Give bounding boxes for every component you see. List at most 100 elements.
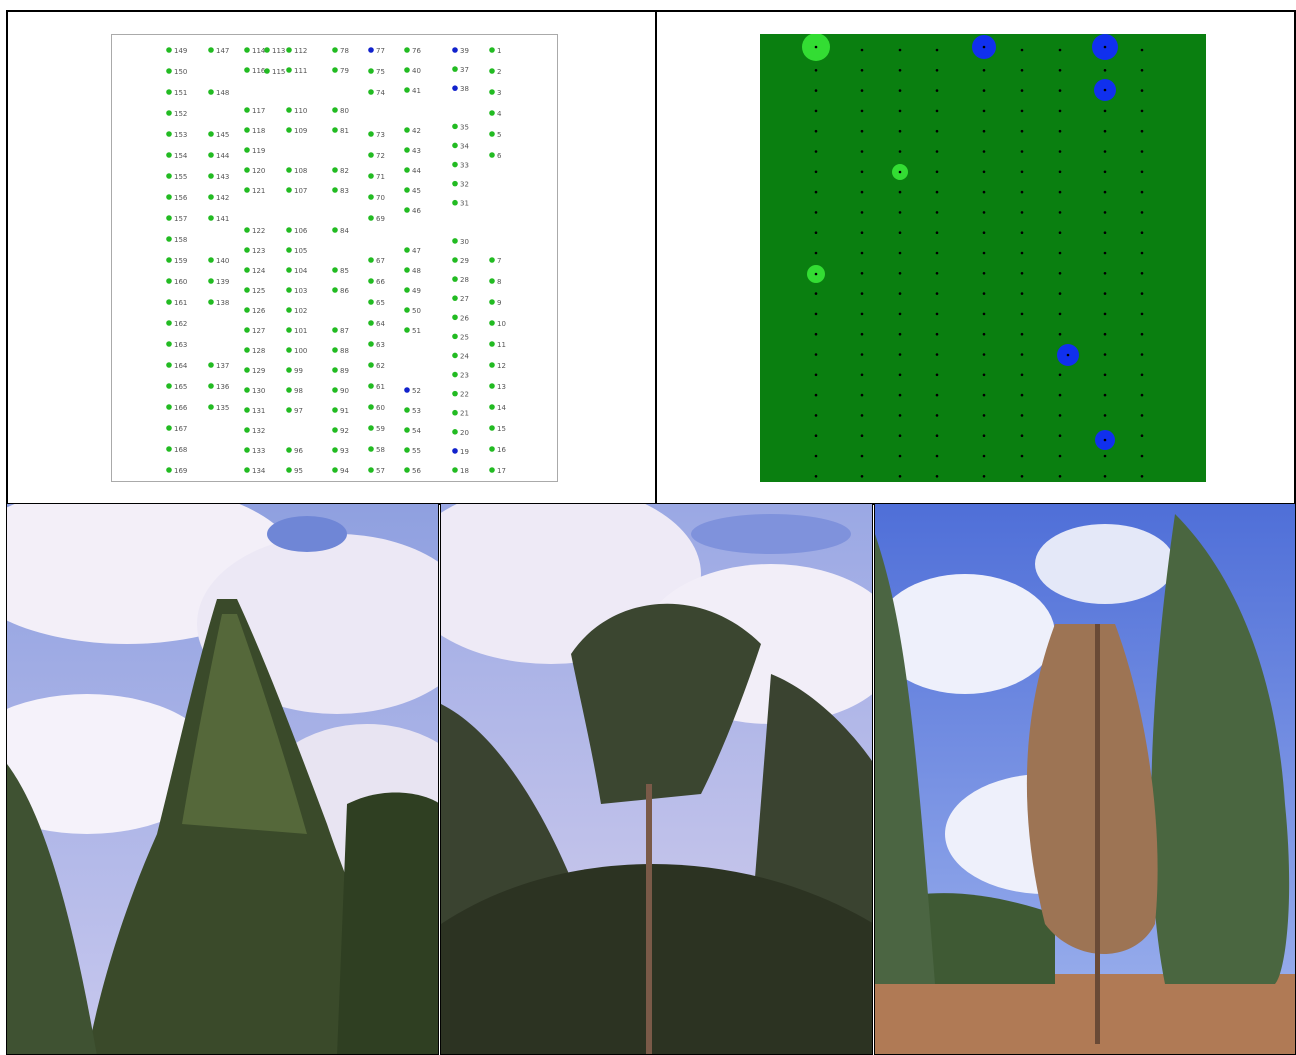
grid-dot xyxy=(1103,170,1107,174)
tree-dot xyxy=(368,341,374,347)
grid-dot xyxy=(898,373,902,377)
tree-dot xyxy=(452,371,458,378)
grid-dot xyxy=(982,231,986,234)
grid-dot xyxy=(898,190,902,194)
tree-label: 40 xyxy=(412,67,421,75)
tree-label: 145 xyxy=(216,131,229,139)
grid-dot xyxy=(982,475,986,478)
tree-label: 83 xyxy=(340,187,349,195)
grid-dot xyxy=(982,211,986,214)
grid-dot xyxy=(814,150,818,153)
tree-dot xyxy=(452,85,458,91)
tree-dot xyxy=(208,299,214,305)
grid-dot xyxy=(898,353,902,356)
grid-dot xyxy=(898,69,902,72)
tree-label: 152 xyxy=(174,110,187,118)
grid-dot xyxy=(1020,373,1024,377)
tree-dot xyxy=(404,267,410,273)
grid-dot xyxy=(1020,170,1024,174)
tree-dot xyxy=(166,299,172,305)
tree-label: 13 xyxy=(497,383,506,391)
grid-dot xyxy=(814,231,818,234)
tree-label: 116 xyxy=(252,67,266,75)
tree-label: 88 xyxy=(340,347,349,355)
grid-dot xyxy=(1020,89,1024,92)
tree-dot xyxy=(166,89,172,95)
tree-dot xyxy=(166,173,172,179)
tree-label: 74 xyxy=(376,89,385,97)
tree-dot xyxy=(208,383,214,389)
tree-label: 19 xyxy=(460,448,469,456)
grid-dot xyxy=(898,251,902,255)
grid-dot xyxy=(898,272,902,275)
tree-dot xyxy=(166,131,172,137)
tree-label: 49 xyxy=(412,287,421,295)
tree-label: 92 xyxy=(340,427,349,435)
tree-dot xyxy=(368,299,374,305)
grid-dot xyxy=(1140,332,1144,336)
grid-dot xyxy=(860,454,864,458)
tree-label: 122 xyxy=(252,227,265,235)
grid-dot xyxy=(860,434,864,438)
tree-label: 27 xyxy=(460,295,469,303)
grid-dot xyxy=(935,109,939,113)
grid-dot xyxy=(898,454,902,458)
grid-dot xyxy=(898,475,902,478)
tree-label: 72 xyxy=(376,152,385,160)
grid-dot xyxy=(1103,69,1107,72)
tree-label: 16 xyxy=(497,446,506,454)
tree-dot xyxy=(489,131,495,137)
grid-dot xyxy=(935,373,939,377)
tree-dot xyxy=(332,287,338,293)
tree-label: 137 xyxy=(216,362,229,370)
tree-dot xyxy=(332,387,338,393)
grid-dot xyxy=(1020,312,1024,316)
tree-dot xyxy=(244,427,250,433)
grid-dot xyxy=(860,475,864,478)
grid-dot xyxy=(982,332,986,336)
grid-dot xyxy=(814,332,818,336)
grid-dot xyxy=(935,292,939,295)
tree-label: 44 xyxy=(412,167,421,175)
grid-dot xyxy=(898,150,902,153)
tree-dot xyxy=(368,173,374,179)
grid-dot xyxy=(1058,272,1062,275)
tree-label: 150 xyxy=(174,68,187,76)
tree-dot xyxy=(368,152,374,158)
tree-label: 108 xyxy=(294,167,307,175)
tree-label: 139 xyxy=(216,278,229,286)
tree-dot xyxy=(286,287,292,293)
grid-dot xyxy=(935,312,939,316)
grid-dot xyxy=(1058,454,1062,458)
grid-dot xyxy=(935,475,939,478)
grid-dot xyxy=(982,373,986,377)
tree-dot xyxy=(404,447,410,453)
tree-label: 93 xyxy=(340,447,349,455)
grid-dot xyxy=(935,150,939,153)
tree-label: 60 xyxy=(376,404,385,412)
grid-dot xyxy=(860,272,864,275)
grid-dot xyxy=(1140,170,1144,174)
grid-dot xyxy=(898,414,902,417)
tree-label: 28 xyxy=(460,276,469,284)
tree-dot xyxy=(404,87,410,93)
tree-dot xyxy=(489,446,495,452)
tree-dot xyxy=(166,341,172,347)
tree-dot xyxy=(404,467,410,473)
tree-label: 163 xyxy=(174,341,187,349)
grid-dot xyxy=(1058,170,1062,174)
tree-dot xyxy=(368,194,374,200)
grid-dot xyxy=(1103,393,1107,397)
tree-label: 158 xyxy=(174,236,187,244)
tree-label: 155 xyxy=(174,173,187,181)
tree-label: 166 xyxy=(174,404,188,412)
grid-dot xyxy=(860,231,864,234)
tree-label: 32 xyxy=(460,181,469,189)
grid-dot xyxy=(1103,45,1107,49)
tree-dot xyxy=(244,147,250,153)
tree-label: 7 xyxy=(497,257,501,265)
tree-dot xyxy=(489,110,495,116)
dying-tree-photo xyxy=(874,503,1296,1055)
grid-dot xyxy=(814,89,818,92)
tree-label: 135 xyxy=(216,404,229,412)
